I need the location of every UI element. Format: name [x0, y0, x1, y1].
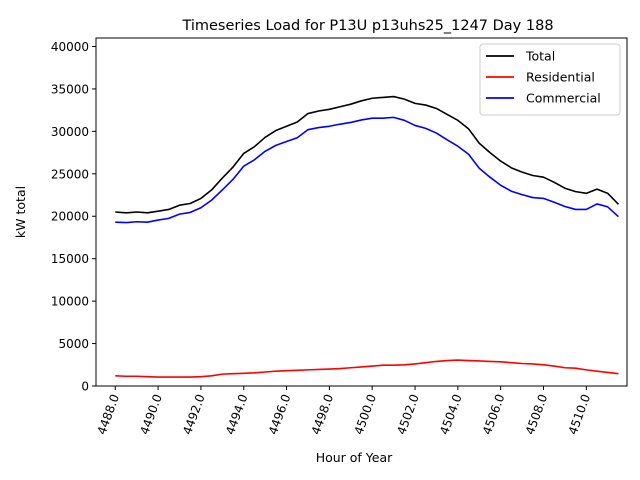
series-line-residential — [115, 359, 619, 378]
x-tick-label: 4500.0 — [352, 392, 380, 436]
series-layer — [115, 95, 620, 378]
legend-label-residential: Residential — [526, 70, 595, 85]
x-tick-label: 4492.0 — [180, 392, 208, 436]
series-line-commercial — [115, 116, 619, 224]
legend-label-total: Total — [525, 49, 555, 64]
y-tick-label: 35000 — [51, 82, 89, 96]
y-tick-label: 20000 — [51, 210, 89, 224]
legend-frame — [479, 43, 621, 116]
x-axis-label: Hour of Year — [316, 450, 393, 465]
x-tick-label: 4498.0 — [309, 392, 337, 436]
chart-title: Timeseries Load for P13U p13uhs25_1247 D… — [181, 18, 553, 34]
x-tick-label: 4496.0 — [266, 392, 294, 436]
x-tick-label: 4506.0 — [480, 392, 508, 436]
legend: Total Residential Commercial — [479, 43, 621, 116]
plot-frame — [95, 37, 628, 387]
y-tick-label: 5000 — [58, 337, 89, 351]
y-tick-label: 0 — [81, 380, 89, 394]
legend-label-commercial: Commercial — [526, 91, 601, 106]
x-tick-label: 4488.0 — [95, 392, 123, 436]
x-tick-label: 4510.0 — [566, 392, 594, 436]
y-axis-label: kW total — [13, 186, 28, 238]
x-tick-label: 4490.0 — [137, 392, 165, 436]
x-tick-label: 4508.0 — [523, 392, 551, 436]
y-tick-label: 30000 — [51, 125, 89, 139]
y-tick-label: 40000 — [51, 40, 89, 54]
series-line-total — [115, 95, 620, 214]
x-tick-label: 4504.0 — [437, 392, 465, 436]
y-tick-label: 10000 — [51, 295, 89, 309]
x-tick-label: 4502.0 — [394, 392, 422, 436]
y-axis: 0 5000 10000 15000 20000 25000 30000 35000 40000 — [51, 40, 96, 394]
y-tick-label: 15000 — [51, 252, 89, 266]
x-axis: 4488.0 4490.0 4492.0 4494.0 4496.0 4498.0 4500… — [95, 386, 594, 436]
x-tick-label: 4494.0 — [223, 392, 251, 436]
y-tick-label: 25000 — [51, 167, 89, 181]
